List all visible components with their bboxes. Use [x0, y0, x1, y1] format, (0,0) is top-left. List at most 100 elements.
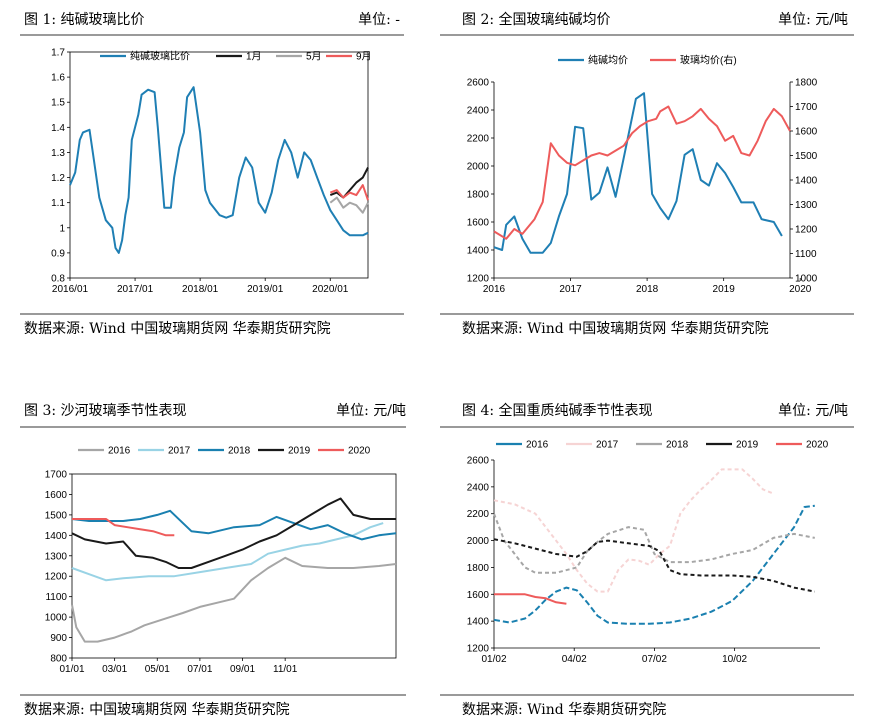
y-tick-label: 2000 [467, 536, 490, 547]
series-line-2016 [493, 504, 815, 625]
legend-label: 2017 [596, 440, 619, 451]
series-line-2019 [493, 538, 815, 593]
x-tick-label: 2020/01 [312, 284, 349, 295]
y-tick-label: 1100 [45, 592, 67, 603]
fig3-source: 数据来源: 中国玻璃期货网 华泰期货研究院 [24, 702, 290, 718]
y-tick-label: 1400 [467, 246, 490, 257]
legend-label: 1月 [246, 51, 262, 63]
fig3-chart: 800 900 1000 1100 1200 1300 1400 1500 1600 1700 01… [45, 446, 397, 675]
series-line-2018 [71, 509, 397, 541]
x-tick-label: 2019 [713, 284, 736, 295]
y-tick-label: 2400 [467, 482, 490, 493]
fig2-chart: 1200 1400 1600 1800 2000 2200 2400 2600 1000 1100… [467, 54, 818, 296]
y-tick-label: 1500 [45, 510, 68, 521]
y-tick-label: 1200 [45, 572, 68, 583]
fig4-title: 图 4: 全国重质纯碱季节性表现 [462, 403, 653, 419]
x-tick-label: 01/02 [481, 654, 506, 665]
y2-tick-label: 1300 [795, 200, 818, 211]
y-tick-label: 1600 [467, 218, 490, 229]
fig4-chart: 1200 1400 1600 1800 2000 2200 2400 2600 01/02 04/… [467, 440, 829, 666]
y-tick-label: 800 [50, 654, 67, 665]
x-tick-label: 03/01 [102, 664, 127, 675]
y-tick-label: 1400 [467, 617, 490, 628]
y2-tick-label: 1600 [795, 127, 818, 138]
series-line-9月 [329, 184, 369, 201]
legend-label: 2018 [228, 446, 251, 457]
fig3-top-rule [20, 426, 406, 428]
series-line-2020 [494, 593, 567, 605]
legend-label: 2018 [666, 440, 689, 451]
fig2-title: 图 2: 全国玻璃纯碱均价 [462, 12, 611, 28]
x-tick-label: 09/01 [230, 664, 255, 675]
fig4-top-rule [440, 426, 854, 428]
fig4-unit: 单位: 元/吨 [778, 403, 848, 419]
y-tick-label: 1.6 [51, 73, 65, 84]
y-tick-label: 2600 [467, 456, 490, 467]
series-line-玻璃均价(右) [493, 105, 791, 240]
x-tick-label: 07/02 [642, 654, 667, 665]
x-tick-label: 05/01 [145, 664, 170, 675]
x-tick-label: 01/01 [59, 664, 84, 675]
x-tick-label: 10/02 [722, 654, 747, 665]
y2-tick-label: 1400 [795, 176, 818, 187]
legend-label: 9月 [356, 51, 372, 63]
legend-label: 2017 [168, 446, 191, 457]
series-line-2020 [72, 518, 175, 537]
y2-tick-label: 1500 [795, 151, 818, 162]
x-tick-label: 2016/01 [52, 284, 89, 295]
fig3-bottom-rule [20, 694, 406, 696]
y2-tick-label: 1200 [795, 225, 818, 236]
y-tick-label: 1.3 [51, 148, 65, 159]
y-tick-label: 1 [59, 223, 65, 234]
series-line-1月 [329, 167, 369, 199]
series-line-2017 [71, 522, 384, 582]
y-tick-label: 0.8 [51, 274, 65, 285]
y-tick-label: 2600 [467, 78, 490, 89]
y2-tick-label: 1700 [795, 102, 818, 113]
fig2-bottom-rule [440, 313, 854, 315]
x-tick-label: 11/01 [273, 664, 298, 675]
x-tick-label: 2017/01 [117, 284, 154, 295]
series-line-2018 [493, 513, 815, 574]
y-tick-label: 2000 [467, 162, 490, 173]
fig1-chart: 0.8 0.9 1 1.1 1.2 1.3 1.4 1.5 1.6 1.7 2016/01 2017/… [51, 48, 372, 296]
y-tick-label: 1.5 [51, 98, 65, 109]
fig4-source: 数据来源: Wind 华泰期货研究院 [462, 702, 667, 718]
y-tick-label: 0.9 [51, 248, 65, 259]
legend-label: 2016 [526, 440, 549, 451]
y-tick-label: 1000 [45, 613, 68, 624]
y-tick-label: 1.4 [51, 123, 65, 134]
legend-label: 玻璃均价(右) [680, 54, 737, 67]
y-tick-label: 1400 [45, 531, 68, 542]
fig3-title: 图 3: 沙河玻璃季节性表现 [24, 403, 187, 419]
fig1-bottom-rule [20, 313, 404, 315]
legend-label: 2019 [736, 440, 759, 451]
x-tick-label: 2018/01 [182, 284, 219, 295]
series-line-纯碱玻璃比价 [69, 86, 369, 254]
series-line-2017 [493, 468, 774, 593]
legend-label: 纯碱玻璃比价 [130, 50, 190, 63]
y2-tick-label: 1100 [795, 249, 817, 260]
y-tick-label: 1.7 [51, 48, 65, 59]
x-tick-label: 2019/01 [247, 284, 284, 295]
series-line-5月 [329, 196, 369, 214]
series-line-2019 [71, 497, 396, 569]
series-line-2016 [71, 556, 397, 643]
y-tick-label: 900 [50, 633, 67, 644]
fig2-unit: 单位: 元/吨 [778, 12, 848, 28]
fig2-source: 数据来源: Wind 中国玻璃期货网 华泰期货研究院 [462, 321, 769, 337]
y2-tick-label: 1800 [795, 78, 818, 89]
fig1-top-rule [20, 34, 404, 36]
fig2-top-rule [440, 34, 854, 36]
legend-label: 2019 [288, 446, 311, 457]
y-tick-label: 1.1 [51, 198, 65, 209]
series-line-纯碱均价 [493, 92, 783, 254]
y-tick-label: 2200 [467, 509, 490, 520]
y-tick-label: 2200 [467, 134, 490, 145]
y-tick-label: 1.2 [51, 173, 65, 184]
x-tick-label: 07/01 [187, 664, 212, 675]
y2-tick-label: 1000 [795, 274, 818, 285]
legend-label: 2020 [806, 440, 829, 451]
legend-label: 纯碱均价 [588, 54, 628, 67]
plot-frame [69, 51, 369, 279]
